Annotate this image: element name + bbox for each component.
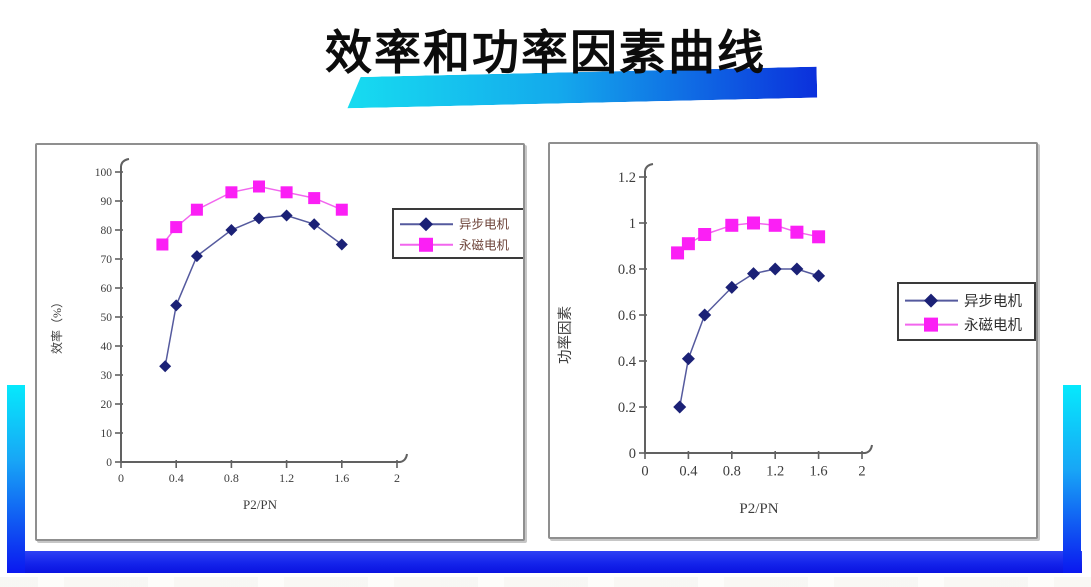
legend-marker — [419, 237, 433, 252]
left-accent-bar — [7, 385, 25, 573]
data-point — [768, 262, 782, 276]
data-point — [280, 186, 293, 199]
legend-label: 异步电机 — [964, 293, 1022, 310]
right-accent-bar — [1063, 385, 1081, 573]
y-tick-label: 20 — [101, 399, 113, 411]
bottom-edge-texture — [0, 577, 1091, 587]
data-point — [335, 238, 348, 251]
legend-label: 异步电机 — [459, 218, 510, 232]
y-tick-label: 60 — [101, 283, 113, 295]
data-point — [170, 299, 183, 312]
data-point — [747, 267, 760, 281]
y-tick-label: 1 — [629, 216, 636, 232]
axis-lines — [644, 163, 873, 454]
data-point — [698, 228, 712, 241]
legend-label: 永磁电机 — [964, 317, 1022, 334]
x-tick-label: 1.6 — [810, 464, 828, 480]
data-point — [681, 237, 695, 251]
x-tick-label: 2 — [394, 471, 400, 485]
series-line-异步电机 — [164, 214, 343, 367]
data-point — [698, 308, 712, 322]
data-point — [156, 238, 169, 251]
data-point — [725, 218, 739, 232]
data-point — [673, 400, 687, 414]
data-point — [280, 209, 293, 222]
data-point — [747, 216, 760, 230]
y-axis-title: 效率（%） — [49, 296, 64, 354]
x-axis-title: P2/PN — [243, 497, 278, 512]
axis-lines — [120, 158, 408, 463]
x-tick-label: 1.2 — [279, 471, 294, 485]
data-point — [170, 221, 183, 234]
y-tick-label: 0.8 — [618, 262, 636, 278]
y-tick-label: 0 — [629, 446, 636, 462]
data-point — [725, 280, 739, 294]
data-point — [225, 224, 238, 236]
data-point — [790, 262, 804, 276]
x-tick-label: 1.2 — [766, 464, 784, 480]
bottom-accent-bar — [7, 551, 1082, 573]
x-tick-label: 0.4 — [679, 464, 698, 480]
legend-box — [897, 282, 1036, 341]
x-tick-label: 0.4 — [169, 471, 184, 485]
efficiency-chart: 0 10 20 30 40 50 60 70 80 90 100 0 0.4 0.8 1.2 1.6 2 P2/P… — [49, 158, 523, 512]
legend-marker — [419, 217, 433, 232]
power-factor-chart: 0 0.2 0.4 0.6 0.8 1 1.2 0 0.4 0.8 1.2 1.6 2 P2/PN 功率因素… — [557, 163, 1036, 517]
data-point — [812, 269, 826, 283]
y-tick-label: 30 — [101, 370, 113, 382]
efficiency-chart-panel: 0 10 20 30 40 50 60 70 80 90 100 0 0.4 0.8 1.2 1.6 2 P2/P… — [35, 143, 525, 541]
data-point — [812, 230, 826, 244]
y-tick-label: 10 — [101, 428, 113, 440]
data-point — [671, 246, 685, 260]
y-axis-title: 功率因素 — [557, 306, 574, 364]
data-point — [768, 218, 782, 232]
y-tick-label: 0.2 — [618, 400, 636, 416]
data-point — [190, 250, 203, 263]
y-tick-label: 0.4 — [618, 354, 637, 370]
data-point — [225, 186, 238, 199]
data-point — [190, 203, 203, 216]
data-point — [253, 212, 265, 225]
power-factor-chart-panel: 0 0.2 0.4 0.6 0.8 1 1.2 0 0.4 0.8 1.2 1.6 2 P2/PN 功率因素… — [548, 142, 1038, 539]
data-point — [335, 203, 348, 216]
legend-box — [392, 208, 523, 259]
x-tick-label: 2 — [858, 464, 865, 480]
y-tick-label: 40 — [101, 341, 113, 353]
x-tick-label: 0 — [641, 464, 648, 480]
data-point — [790, 225, 804, 239]
y-tick-label: 1.2 — [618, 170, 636, 186]
y-tick-label: 50 — [101, 312, 113, 324]
legend-label: 永磁电机 — [459, 237, 510, 252]
y-tick-label: 100 — [95, 167, 113, 179]
x-axis-title: P2/PN — [739, 501, 778, 517]
y-tick-label: 0 — [106, 457, 112, 469]
data-point — [253, 180, 265, 193]
y-tick-label: 0.6 — [618, 308, 636, 324]
x-tick-label: 0 — [118, 471, 124, 485]
y-tick-label: 90 — [101, 196, 113, 208]
slide-title: 效率和功率因素曲线 — [325, 26, 766, 81]
y-tick-label: 70 — [101, 254, 113, 266]
series-line-异步电机 — [678, 268, 819, 408]
data-point — [681, 352, 695, 366]
legend-marker — [924, 293, 938, 308]
data-point — [308, 218, 321, 231]
x-tick-label: 0.8 — [723, 464, 741, 480]
x-tick-label: 1.6 — [334, 471, 349, 485]
data-point — [308, 192, 321, 205]
x-tick-label: 0.8 — [224, 471, 239, 485]
legend-marker — [924, 317, 938, 332]
data-point — [159, 360, 172, 373]
title-area: 效率和功率因素曲线 — [0, 14, 1091, 83]
y-tick-label: 80 — [101, 225, 113, 237]
